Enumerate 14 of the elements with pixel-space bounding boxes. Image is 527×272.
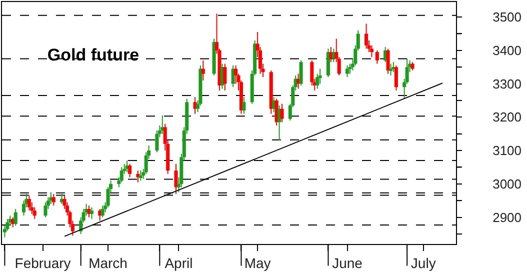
x-tick-label: June	[332, 254, 363, 271]
x-tick-label: April	[164, 254, 193, 271]
x-tick-label: July	[410, 254, 436, 271]
y-tick-label: 3200	[492, 110, 522, 125]
y-tick-label: 3000	[492, 176, 522, 192]
x-tick-label: May	[244, 254, 271, 271]
text: Gold future	[47, 45, 140, 64]
x-tick-label: February	[14, 254, 71, 271]
y-tick-label: 3300	[492, 76, 522, 92]
y-tick-label: 3100	[492, 143, 522, 158]
y-tick-label: 2900	[492, 210, 522, 225]
x-tick-label: March	[88, 254, 128, 271]
y-tick-label: 3400	[492, 42, 522, 58]
y-tick-label: 3500	[492, 10, 522, 25]
